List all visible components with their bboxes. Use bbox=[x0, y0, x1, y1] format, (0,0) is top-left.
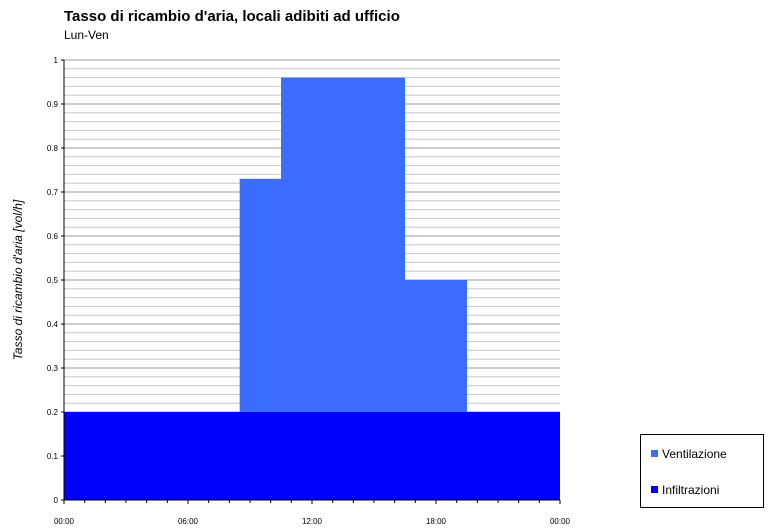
chart-subtitle: Lun-Ven bbox=[64, 28, 109, 42]
x-tick-label: 18:00 bbox=[426, 517, 447, 526]
y-tick-labels: 0 0.1 0.2 0.3 0.4 0.5 0.6 0.7 0.8 0.9 1 bbox=[47, 56, 59, 505]
x-tick-labels: 00:00 06:00 12:00 18:00 00:00 bbox=[54, 517, 571, 526]
legend-swatch-ventilazione bbox=[651, 450, 658, 457]
legend: Ventilazione Infiltrazioni bbox=[640, 434, 764, 508]
legend-item-ventilazione: Ventilazione bbox=[651, 447, 727, 461]
legend-label-infiltrazioni: Infiltrazioni bbox=[662, 483, 720, 497]
y-tick-label: 1 bbox=[54, 56, 59, 65]
y-tick-label: 0.2 bbox=[47, 408, 59, 417]
axes bbox=[61, 59, 561, 504]
y-tick-label: 0.5 bbox=[47, 276, 59, 285]
legend-item-infiltrazioni: Infiltrazioni bbox=[651, 483, 719, 497]
x-tick-label: 12:00 bbox=[302, 517, 323, 526]
bar-ventilazione bbox=[281, 77, 405, 412]
y-tick-label: 0.8 bbox=[47, 144, 59, 153]
chart-title: Tasso di ricambio d'aria, locali adibiti… bbox=[64, 8, 400, 25]
x-tick-label: 06:00 bbox=[178, 517, 199, 526]
bar-infiltrazioni bbox=[64, 412, 560, 500]
legend-swatch-infiltrazioni bbox=[651, 486, 658, 493]
series-layer bbox=[64, 77, 560, 500]
y-tick-label: 0.6 bbox=[47, 232, 59, 241]
y-tick-label: 0.9 bbox=[47, 100, 59, 109]
x-tick-label: 00:00 bbox=[550, 517, 571, 526]
y-tick-label: 0.4 bbox=[47, 320, 59, 329]
x-tick-label: 00:00 bbox=[54, 517, 75, 526]
legend-label-ventilazione: Ventilazione bbox=[662, 447, 727, 461]
y-tick-label: 0.3 bbox=[47, 364, 59, 373]
y-axis-title: Tasso di ricambio d'aria [vol/h] bbox=[11, 199, 25, 360]
bar-ventilazione bbox=[239, 178, 281, 412]
y-tick-label: 0.1 bbox=[47, 452, 59, 461]
y-tick-label: 0.7 bbox=[47, 188, 59, 197]
y-tick-label: 0 bbox=[54, 496, 59, 505]
bar-ventilazione bbox=[405, 280, 467, 412]
